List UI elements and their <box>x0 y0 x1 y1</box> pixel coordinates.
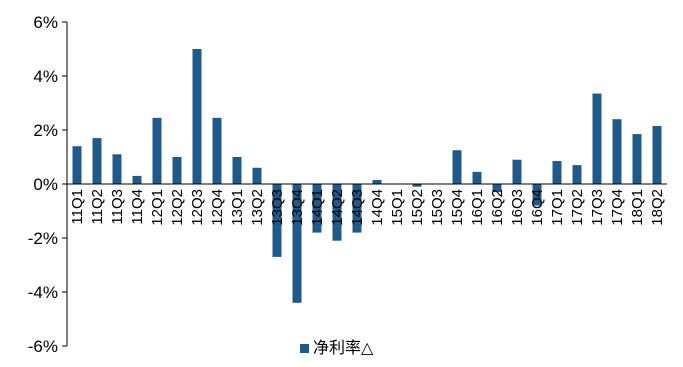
x-tick-label: 16Q3 <box>509 189 526 226</box>
bar <box>72 146 82 184</box>
x-tick-label: 13Q2 <box>249 189 266 226</box>
x-tick-label: 11Q4 <box>129 189 146 225</box>
x-tick-label: 18Q1 <box>629 189 646 226</box>
y-tick-label: -2% <box>28 229 58 248</box>
x-tick-label: 16Q2 <box>489 189 506 226</box>
legend-swatch <box>300 344 309 353</box>
bar <box>192 49 202 184</box>
x-tick-label: 18Q2 <box>649 189 666 226</box>
bar <box>552 161 562 184</box>
y-tick-label: 6% <box>33 13 58 32</box>
bar <box>252 167 262 184</box>
y-tick-label: 0% <box>33 175 58 194</box>
bar <box>612 119 622 184</box>
x-tick-label: 15Q1 <box>389 189 406 226</box>
bar <box>632 134 642 184</box>
x-tick-label: 14Q3 <box>349 189 366 226</box>
x-tick-label: 14Q4 <box>369 189 386 226</box>
x-tick-label: 13Q3 <box>269 189 286 226</box>
bar <box>352 184 362 233</box>
bar <box>592 93 602 184</box>
bar <box>532 184 542 206</box>
bar <box>112 154 122 184</box>
y-tick-label: 4% <box>33 67 58 86</box>
x-tick-label: 11Q3 <box>109 189 126 225</box>
bar <box>492 184 502 193</box>
x-tick-label: 13Q4 <box>289 189 306 226</box>
bar <box>652 125 662 184</box>
x-tick-label: 12Q4 <box>209 189 226 226</box>
x-tick-label: 17Q4 <box>609 189 626 226</box>
x-tick-label: 17Q2 <box>569 189 586 226</box>
bar <box>572 165 582 184</box>
x-tick-label: 15Q3 <box>429 189 446 226</box>
bar <box>412 184 422 187</box>
x-tick-label: 13Q1 <box>229 189 246 226</box>
bar <box>372 179 382 184</box>
x-tick-label: 12Q2 <box>169 189 186 226</box>
y-tick-label: 2% <box>33 121 58 140</box>
bar <box>172 157 182 184</box>
x-tick-label: 17Q1 <box>549 189 566 226</box>
bar <box>152 117 162 184</box>
bar <box>212 117 222 184</box>
legend-label: 净利率△ <box>313 338 374 357</box>
x-tick-label: 11Q2 <box>89 189 106 225</box>
x-tick-label: 15Q4 <box>449 189 466 226</box>
bar <box>92 138 102 184</box>
bar <box>292 184 302 303</box>
y-tick-label: -4% <box>28 283 58 302</box>
bar <box>472 171 482 184</box>
bar <box>272 184 282 257</box>
x-tick-label: 12Q3 <box>189 189 206 226</box>
x-tick-label: 17Q3 <box>589 189 606 226</box>
x-tick-label: 12Q1 <box>149 189 166 226</box>
x-tick-label: 14Q2 <box>329 189 346 226</box>
bar <box>512 159 522 184</box>
bar <box>312 184 322 233</box>
bar <box>452 150 462 184</box>
x-tick-label: 14Q1 <box>309 189 326 226</box>
bar <box>332 184 342 241</box>
x-tick-label: 16Q1 <box>469 189 486 226</box>
x-tick-label: 16Q4 <box>529 189 546 226</box>
bar <box>132 175 142 184</box>
bar <box>232 157 242 184</box>
x-tick-label: 15Q2 <box>409 189 426 226</box>
y-tick-label: -6% <box>28 337 58 356</box>
x-tick-label: 11Q1 <box>69 189 86 225</box>
